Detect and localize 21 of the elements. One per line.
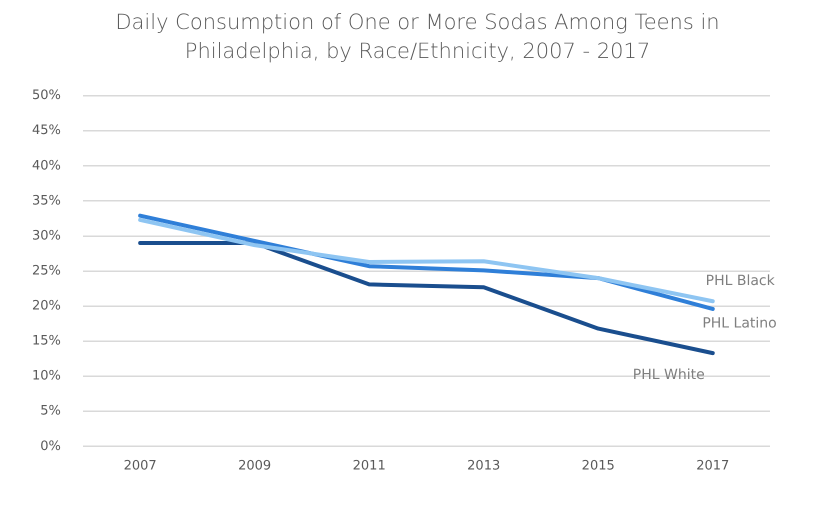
y-tick-label: 5%: [40, 404, 61, 419]
series-label: PHL Black: [706, 272, 776, 289]
chart-title: Daily Consumption of One or More Sodas Among Teens in Philadelphia, by Race/Ethnicity, 2007 - 2017: [114, 9, 721, 65]
x-tick-label: 2015: [582, 458, 615, 474]
x-tick-label: 2013: [467, 458, 500, 474]
y-tick-label: 35%: [32, 193, 61, 208]
series-label: PHL White: [632, 366, 705, 383]
series-label: PHL Latino: [702, 316, 777, 332]
y-tick-label: 15%: [32, 334, 61, 349]
y-tick-label: 20%: [32, 298, 61, 314]
y-tick-label: 25%: [32, 263, 61, 278]
x-tick-label: 2011: [352, 458, 386, 474]
y-tick-label: 0%: [40, 438, 61, 454]
y-tick-label: 10%: [32, 368, 61, 384]
y-tick-label: 30%: [32, 228, 61, 244]
y-tick-label: 50%: [32, 88, 61, 104]
x-tick-label: 2009: [238, 458, 272, 474]
y-tick-label: 40%: [32, 158, 61, 174]
x-tick-label: 2017: [696, 458, 730, 474]
x-tick-label: 2007: [124, 458, 157, 474]
y-tick-label: 45%: [32, 123, 61, 138]
